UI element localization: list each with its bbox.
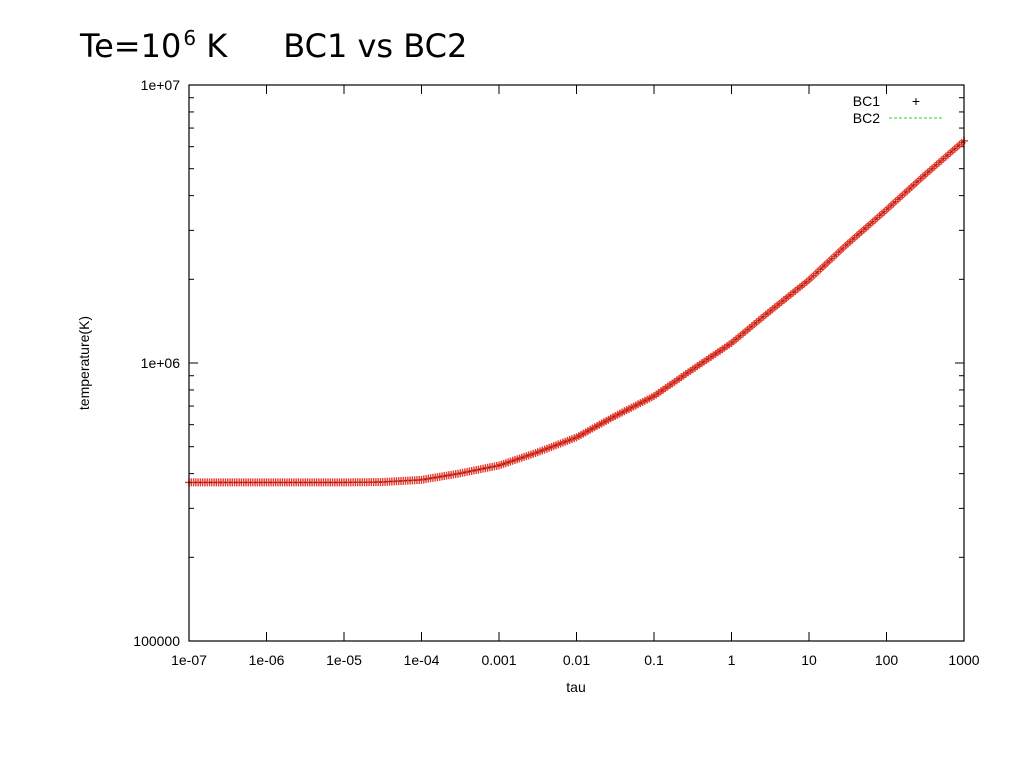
x-tick-label-4: 0.001 [481,652,516,668]
ticks-layer: 1e-07 1e-06 1e-05 1e-04 0.001 0.01 0.1 1 10 100 10… [133,77,979,668]
legend-label-bc2: BC2 [853,110,880,126]
y-tick-label-0: 100000 [133,633,180,649]
y-tick-label-1: 1e+06 [141,355,181,371]
x-tick-label-0: 1e-07 [171,652,207,668]
y-axis-label: temperature(K) [76,316,92,410]
x-tick-label-7: 1 [728,652,736,668]
title-comparison: BC1 vs BC2 [283,27,468,65]
series-layer [185,136,968,487]
series-bc1 [185,136,968,487]
x-tick-label-1: 1e-06 [249,652,285,668]
x-tick-label-3: 1e-04 [404,652,440,668]
title-unit: K [206,27,228,65]
title-exponent: 6 [183,26,197,50]
x-tick-label-6: 0.1 [644,652,664,668]
plot-frame [188,84,965,642]
x-tick-label-2: 1e-05 [326,652,362,668]
title-prefix: Te=10 [80,27,182,65]
x-tick-label-9: 100 [875,652,899,668]
x-tick-label-5: 0.01 [563,652,590,668]
legend-marker-bc1: + [912,93,920,109]
slide-title: Te=10 6 K BC1 vs BC2 [80,26,467,65]
legend: BC1 + BC2 [853,93,943,126]
x-tick-label-10: 1000 [948,652,979,668]
x-tick-label-8: 10 [801,652,817,668]
x-axis-label: tau [566,679,585,695]
y-tick-label-2: 1e+07 [141,77,181,93]
legend-label-bc1: BC1 [853,93,880,109]
series-bc2-line [189,140,965,483]
